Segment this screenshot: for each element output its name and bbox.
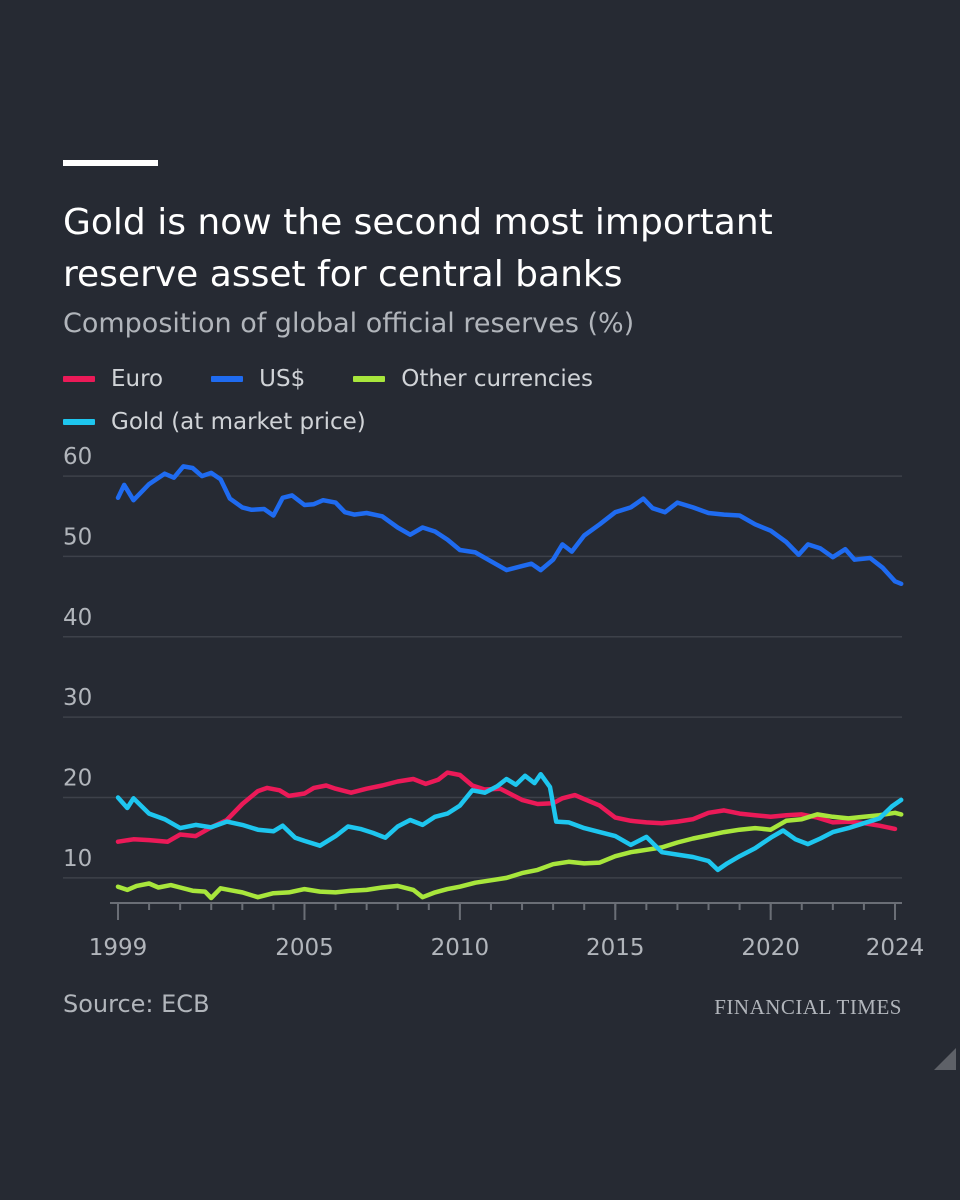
x-tick-label: 2020 xyxy=(741,935,800,961)
legend-label-gold: Gold (at market price) xyxy=(111,409,366,435)
legend-label-other: Other currencies xyxy=(401,366,593,392)
x-tick-label: 2024 xyxy=(866,935,925,961)
legend-row: Gold (at market price) xyxy=(63,403,903,441)
chart-subtitle: Composition of global official reserves … xyxy=(63,308,635,339)
y-tick-label: 10 xyxy=(63,846,92,872)
legend-row: Euro US$ Other currencies xyxy=(63,360,903,398)
legend-item-usd: US$ xyxy=(211,366,305,392)
y-tick-label: 50 xyxy=(63,524,92,550)
y-axis: 10 20 30 40 50 60 xyxy=(63,444,92,872)
y-tick-label: 60 xyxy=(63,444,92,470)
x-axis: 1999 2005 2010 2015 2020 2024 xyxy=(89,902,925,961)
line-chart: 10 20 30 40 50 60 1999 2005 2010 2015 2020 2024 xyxy=(63,444,925,961)
x-tick-label: 2010 xyxy=(431,935,490,961)
legend-swatch-euro xyxy=(63,376,95,382)
y-tick-label: 40 xyxy=(63,605,92,631)
series-line-us xyxy=(115,464,904,587)
chart-legend: Euro US$ Other currencies Gold (at marke… xyxy=(63,360,903,446)
legend-swatch-gold xyxy=(63,419,95,425)
legend-swatch-usd xyxy=(211,376,244,382)
y-tick-label: 30 xyxy=(63,685,92,711)
legend-item-gold: Gold (at market price) xyxy=(63,409,366,435)
legend-label-euro: Euro xyxy=(111,366,164,392)
series-line-other-currencies xyxy=(115,810,904,901)
y-tick-label: 20 xyxy=(63,766,92,792)
chart-title: Gold is now the second most important re… xyxy=(63,202,773,295)
brand-logo: FINANCIAL TIMES xyxy=(714,995,902,1019)
legend-swatch-other xyxy=(353,376,386,382)
x-tick-label: 1999 xyxy=(89,935,148,961)
source-note: Source: ECB xyxy=(63,990,210,1018)
x-tick-label: 2005 xyxy=(275,935,334,961)
header-rule xyxy=(63,160,158,166)
chart-series xyxy=(115,464,904,901)
x-tick-label: 2015 xyxy=(586,935,645,961)
legend-label-usd: US$ xyxy=(259,366,306,392)
series-line-gold-at-market-price xyxy=(115,771,904,873)
corner-fold-icon xyxy=(934,1048,956,1070)
legend-item-other: Other currencies xyxy=(353,366,593,392)
legend-item-euro: Euro xyxy=(63,366,163,392)
